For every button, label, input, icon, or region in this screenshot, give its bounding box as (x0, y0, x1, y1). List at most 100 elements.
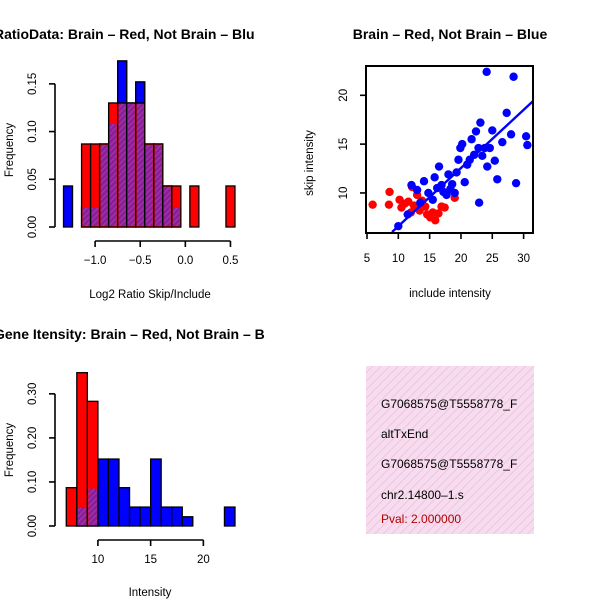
intensity-histogram-ylabel: Frequency (4, 423, 16, 478)
bar-not-brain-4 (118, 487, 131, 527)
info-line-3: G7068575@T5558778_F (381, 457, 517, 471)
bar-not-brain-top-5 (117, 60, 128, 104)
bar-overlap-2 (100, 144, 108, 226)
bar-overlap-1 (91, 207, 99, 226)
bar-overlap-4 (118, 103, 126, 226)
bar-brain-2 (86, 400, 99, 527)
x-tick-label: 0.5 (222, 255, 238, 267)
x-tick-label: 25 (486, 253, 499, 265)
x-tick-label: 15 (423, 253, 436, 265)
point-not-brain-43 (511, 178, 521, 188)
point-brain-18 (434, 209, 443, 218)
bar-not-brain-9 (171, 506, 183, 527)
point-brain-0 (368, 200, 377, 209)
y-tick-label: 0.20 (27, 427, 39, 449)
point-not-brain-29 (474, 198, 484, 207)
bar-overlap-0 (82, 207, 90, 226)
bar-overlap-8 (154, 144, 162, 226)
bar-not-brain-10 (181, 516, 194, 527)
bar-not-brain-8 (160, 506, 173, 527)
scatter-ylabel: skip intensity (304, 130, 316, 196)
bar-overlap-7 (145, 144, 153, 226)
bar-not-brain-0 (62, 185, 74, 228)
intensity-scatter-panel: Brain – Red, Not Brain – Blue 5 10 15 20 25 3… (304, 26, 547, 300)
x-tick-label: 10 (92, 554, 105, 566)
bar-brain-0 (65, 487, 78, 527)
bar-not-brain-6 (139, 506, 152, 527)
intensity-histogram-bars (65, 372, 236, 527)
scatter-y-axis: 10 15 20 (338, 89, 366, 199)
point-not-brain-16 (447, 179, 457, 189)
ratio-histogram-x-axis: −1.0 −0.5 0.0 0.5 (84, 240, 238, 267)
y-tick-label: 0.05 (27, 168, 39, 190)
scatter-frame (365, 65, 534, 234)
point-not-brain-10 (434, 162, 444, 171)
bar-not-brain-5 (128, 506, 141, 527)
x-tick-label: 0.0 (177, 255, 193, 267)
bar-brain-1 (76, 372, 89, 527)
bar-overlap-2 (88, 488, 97, 525)
bar-brain-12 (225, 185, 236, 228)
ratio-histogram-y-axis: 0.00 0.05 0.10 0.15 (27, 73, 56, 238)
x-tick-label: 15 (144, 554, 157, 566)
bar-overlap-10 (172, 207, 180, 226)
info-panel: G7068575@T5558778_F altTxEnd G7068575@T5… (366, 366, 534, 534)
y-tick-label: 0.10 (27, 471, 39, 493)
point-not-brain-5 (419, 177, 429, 186)
point-not-brain-2 (407, 180, 416, 190)
point-brain-1 (384, 200, 394, 209)
bar-overlap-5 (127, 103, 135, 226)
x-tick-label: 5 (364, 253, 370, 265)
point-not-brain-34 (483, 162, 492, 171)
fit-line (391, 100, 533, 232)
info-line-2: altTxEnd (381, 427, 428, 441)
ratio-histogram-title: RatioData: Brain – Red, Not Brain – Blu (0, 26, 255, 42)
bar-overlap-6 (136, 103, 144, 226)
point-not-brain-19 (454, 155, 463, 164)
y-tick-label: 15 (338, 138, 350, 151)
x-tick-label: −1.0 (84, 255, 107, 267)
point-not-brain-44 (521, 132, 531, 141)
x-tick-label: 30 (517, 253, 530, 265)
point-not-brain-42 (509, 72, 518, 81)
ratio-histogram-ylabel: Frequency (4, 123, 16, 178)
x-tick-label: 10 (392, 253, 405, 265)
scatter-title: Brain – Red, Not Brain – Blue (353, 26, 548, 42)
info-line-1: G7068575@T5558778_F (381, 397, 517, 411)
intensity-histogram-title: Gene Itensity: Brain – Red, Not Brain – … (0, 326, 265, 342)
ratio-histogram-panel: RatioData: Brain – Red, Not Brain – Blu … (0, 26, 255, 301)
bar-brain-10 (171, 185, 182, 228)
y-tick-label: 0.15 (27, 73, 39, 95)
intensity-histogram-xlabel: Intensity (129, 587, 172, 599)
scatter-xlabel: include intensity (409, 288, 491, 300)
scatter-fit-line (391, 100, 533, 232)
point-not-brain-8 (430, 173, 439, 182)
info-line-4: chr2.14800–1.s (381, 488, 464, 502)
y-tick-label: 0.00 (27, 216, 39, 238)
point-not-brain-31 (478, 151, 487, 161)
bar-overlap-1 (77, 508, 87, 525)
point-not-brain-17 (450, 188, 459, 198)
ratio-histogram-bars (62, 60, 236, 228)
point-not-brain-41 (506, 130, 516, 139)
y-tick-label: 0.00 (27, 515, 39, 537)
bar-overlap-3 (109, 123, 117, 226)
point-not-brain-33 (482, 67, 491, 77)
y-tick-label: 20 (338, 89, 350, 102)
bar-not-brain-2 (97, 458, 110, 527)
point-not-brain-22 (460, 178, 469, 187)
bar-brain-11 (189, 185, 200, 228)
point-not-brain-37 (490, 156, 499, 165)
bar-not-brain-top-7 (135, 81, 146, 104)
point-not-brain-39 (498, 137, 507, 147)
x-tick-label: −0.5 (129, 255, 152, 267)
point-not-brain-30 (476, 118, 485, 127)
bar-not-brain-11 (223, 506, 236, 527)
y-tick-label: 0.30 (27, 383, 39, 405)
point-not-brain-45 (523, 140, 532, 150)
point-not-brain-40 (502, 108, 511, 118)
point-not-brain-27 (471, 127, 481, 136)
point-brain-9 (409, 201, 419, 210)
bar-not-brain-7 (149, 458, 162, 527)
